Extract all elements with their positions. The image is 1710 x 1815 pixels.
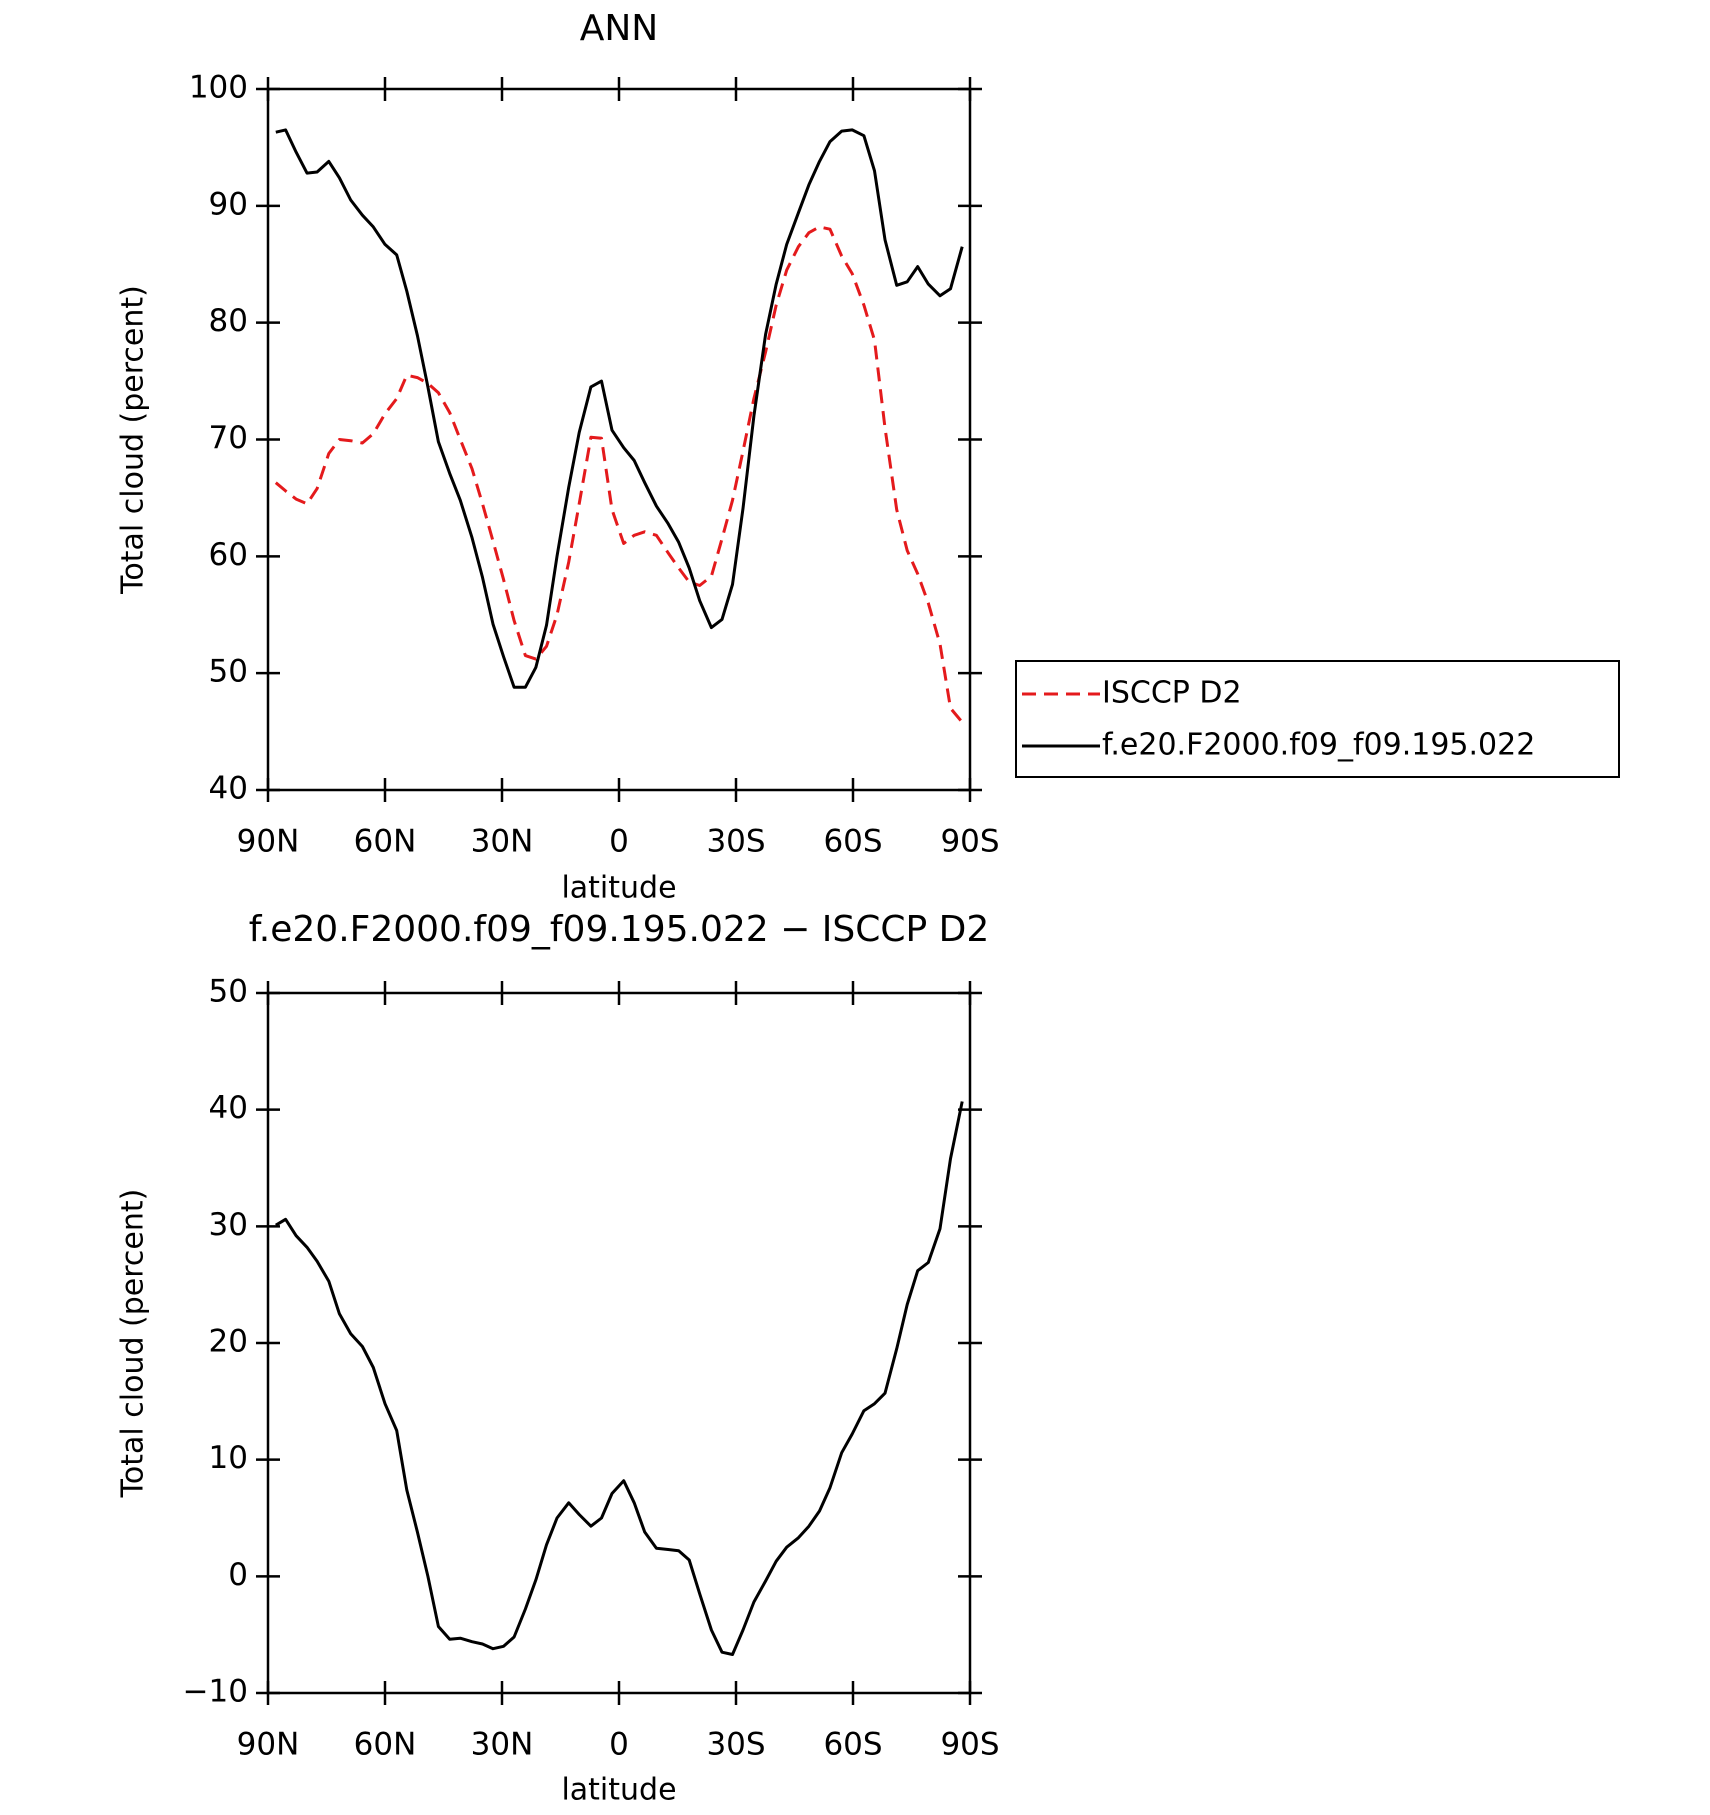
- y-axis-label: Total cloud (percent): [116, 1189, 151, 1499]
- x-axis-label: latitude: [561, 1773, 676, 1808]
- plot: f.e20.F2000.f09_f09.195.022 − ISCCP D2 la…: [116, 909, 1000, 1808]
- x-tick-label: 60N: [354, 1727, 417, 1763]
- y-tick-label: 60: [209, 537, 248, 573]
- y-tick-label: 90: [209, 186, 248, 222]
- x-tick-label: 30S: [706, 824, 765, 860]
- y-axis-label: Total cloud (percent): [116, 285, 151, 595]
- y-tick-label: 20: [209, 1324, 248, 1360]
- plot: ANN latitude Total cloud (percent) 40 50 60 70…: [116, 8, 1620, 906]
- x-tick-label: 30S: [706, 1727, 765, 1763]
- plot-frame: [266, 991, 972, 1695]
- y-tick-label: 100: [189, 70, 248, 106]
- y-tick-label: 30: [209, 1207, 248, 1243]
- x-tick-label: 60N: [354, 824, 417, 860]
- y-tick-label: 10: [209, 1440, 248, 1476]
- x-tick-label: 30N: [471, 1727, 534, 1763]
- data-line: [275, 1101, 964, 1656]
- legend-label: f.e20.F2000.f09_f09.195.022: [1102, 728, 1535, 763]
- x-tick-label: 90N: [237, 1727, 300, 1763]
- chart-title: ANN: [580, 8, 659, 49]
- x-tick-label: 60S: [823, 1727, 882, 1763]
- y-tick-label: 70: [209, 420, 248, 456]
- y-tick-label: 50: [209, 974, 248, 1010]
- x-tick-label: 90S: [940, 1727, 999, 1763]
- x-tick-label: 90S: [940, 824, 999, 860]
- x-axis-label: latitude: [561, 871, 676, 906]
- legend-box: [1015, 660, 1620, 778]
- y-tick-label: 0: [228, 1557, 248, 1593]
- legend-label: ISCCP D2: [1102, 676, 1242, 711]
- y-tick-label: 80: [209, 303, 248, 339]
- chart-title: f.e20.F2000.f09_f09.195.022 − ISCCP D2: [249, 909, 990, 950]
- y-tick-label: 40: [209, 1090, 248, 1126]
- y-tick-label: 50: [209, 654, 248, 690]
- x-tick-label: 60S: [823, 824, 882, 860]
- data-line: [275, 128, 964, 689]
- y-tick-label: −10: [183, 1674, 248, 1710]
- x-tick-label: 0: [609, 1727, 629, 1763]
- y-tick-label: 40: [209, 771, 248, 807]
- data-line: [274, 225, 964, 724]
- x-tick-label: 0: [609, 824, 629, 860]
- x-tick-label: 30N: [471, 824, 534, 860]
- x-tick-label: 90N: [237, 824, 300, 860]
